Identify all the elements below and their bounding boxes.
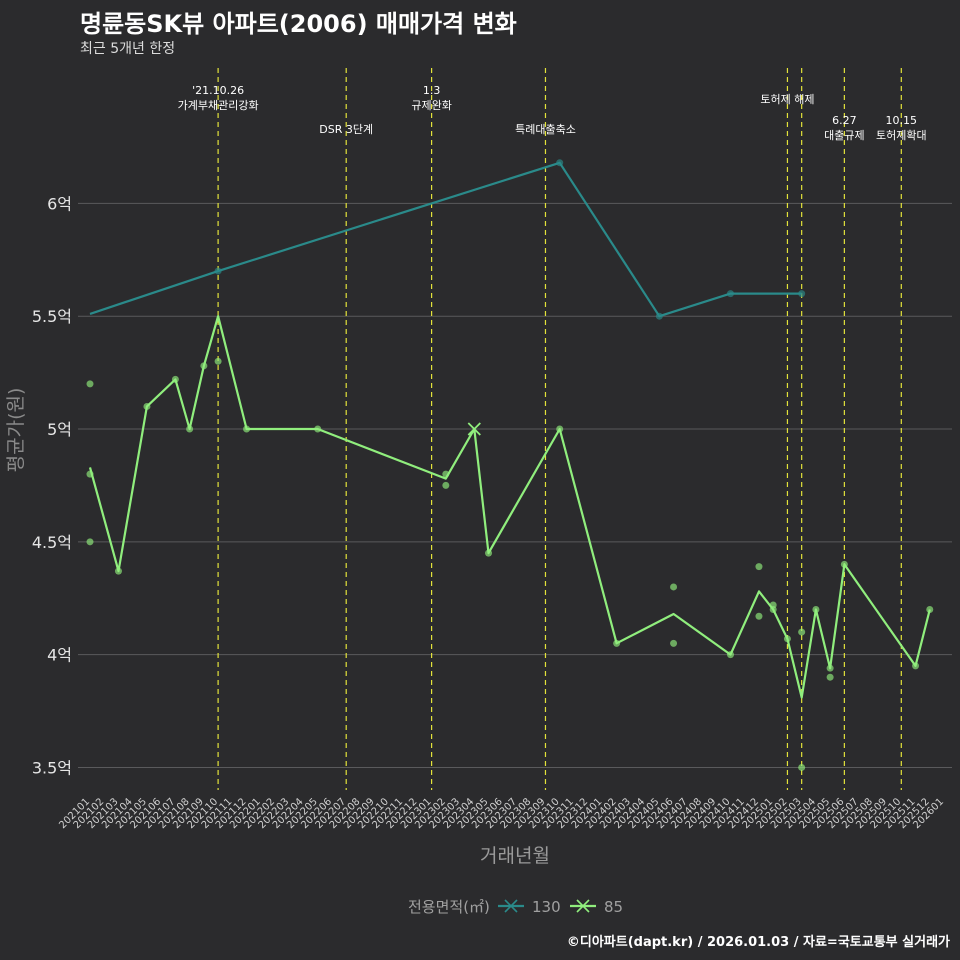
data-point-85 bbox=[86, 538, 94, 546]
data-point-85 bbox=[485, 549, 493, 557]
data-point-85 bbox=[826, 673, 834, 681]
chart-title: 명륜동SK뷰 아파트(2006) 매매가격 변화 bbox=[80, 10, 517, 38]
data-point-130 bbox=[655, 312, 663, 320]
source-caption: ©디아파트(dapt.kr) / 2026.01.03 / 자료=국토교통부 실… bbox=[566, 935, 950, 950]
data-point-85 bbox=[670, 583, 678, 591]
y-tick-label: 5억 bbox=[47, 420, 72, 439]
event-label: 토허제확대 bbox=[876, 129, 927, 142]
cross-marker bbox=[467, 422, 481, 436]
chart-subtitle: 최근 5개년 한정 bbox=[80, 41, 176, 57]
data-point-85 bbox=[442, 481, 450, 489]
legend-label-130: 130 bbox=[532, 898, 561, 916]
data-point-85 bbox=[670, 639, 678, 647]
y-tick-label: 4억 bbox=[47, 646, 72, 665]
data-point-85 bbox=[114, 567, 122, 575]
data-point-130 bbox=[214, 267, 222, 275]
data-point-85 bbox=[812, 606, 820, 613]
data-point-85 bbox=[755, 563, 763, 571]
y-tick-label: 5.5억 bbox=[32, 307, 72, 326]
event-label: 6.27 bbox=[832, 114, 857, 127]
data-point-85 bbox=[186, 425, 194, 433]
data-point-85 bbox=[798, 628, 806, 636]
data-point-85 bbox=[783, 635, 791, 643]
event-label: 가계부채관리강화 bbox=[178, 99, 259, 112]
y-axis-title: 평균가(원) bbox=[5, 388, 27, 473]
y-tick-label: 6억 bbox=[47, 194, 72, 213]
event-label: 토허제 해제 bbox=[760, 92, 814, 106]
y-tick-label: 4.5억 bbox=[32, 533, 72, 552]
data-point-85 bbox=[314, 425, 322, 433]
x-axis-title: 거래년월 bbox=[480, 845, 550, 867]
data-point-85 bbox=[926, 606, 934, 613]
data-point-85 bbox=[769, 606, 777, 613]
y-tick-label: 3.5억 bbox=[32, 758, 72, 777]
data-point-85 bbox=[840, 560, 848, 568]
event-label: 1.3 bbox=[423, 84, 441, 97]
data-point-85 bbox=[243, 425, 251, 433]
event-label: DSR 3단계 bbox=[319, 123, 373, 136]
legend-marker-130 bbox=[504, 899, 518, 913]
data-point-85 bbox=[86, 470, 94, 478]
event-label: '21.10.26 bbox=[192, 84, 244, 97]
data-point-85 bbox=[798, 763, 806, 771]
data-point-85 bbox=[200, 362, 208, 370]
data-point-85 bbox=[171, 375, 179, 383]
data-point-85 bbox=[755, 612, 763, 620]
event-label: 10.15 bbox=[886, 114, 918, 127]
data-point-130 bbox=[556, 159, 564, 167]
data-point-85 bbox=[727, 651, 734, 659]
event-label: 규제완화 bbox=[411, 99, 451, 112]
legend-title: 전용면적(㎡) bbox=[408, 898, 490, 916]
data-point-85 bbox=[442, 470, 450, 478]
data-point-85 bbox=[912, 662, 920, 670]
data-point-130 bbox=[798, 290, 806, 298]
data-point-85 bbox=[826, 664, 834, 672]
series-line-130 bbox=[89, 161, 802, 318]
data-point-85 bbox=[214, 357, 222, 365]
data-point-130 bbox=[727, 290, 734, 298]
data-point-85 bbox=[86, 380, 94, 388]
event-label: 특례대출축소 bbox=[515, 123, 576, 136]
data-point-85 bbox=[613, 639, 621, 647]
data-point-85 bbox=[556, 425, 564, 433]
legend-marker-85 bbox=[576, 899, 590, 913]
data-point-85 bbox=[143, 402, 151, 410]
series-line-85 bbox=[88, 315, 931, 699]
event-label: 대출규제 bbox=[824, 129, 864, 142]
legend-label-85: 85 bbox=[604, 898, 623, 916]
